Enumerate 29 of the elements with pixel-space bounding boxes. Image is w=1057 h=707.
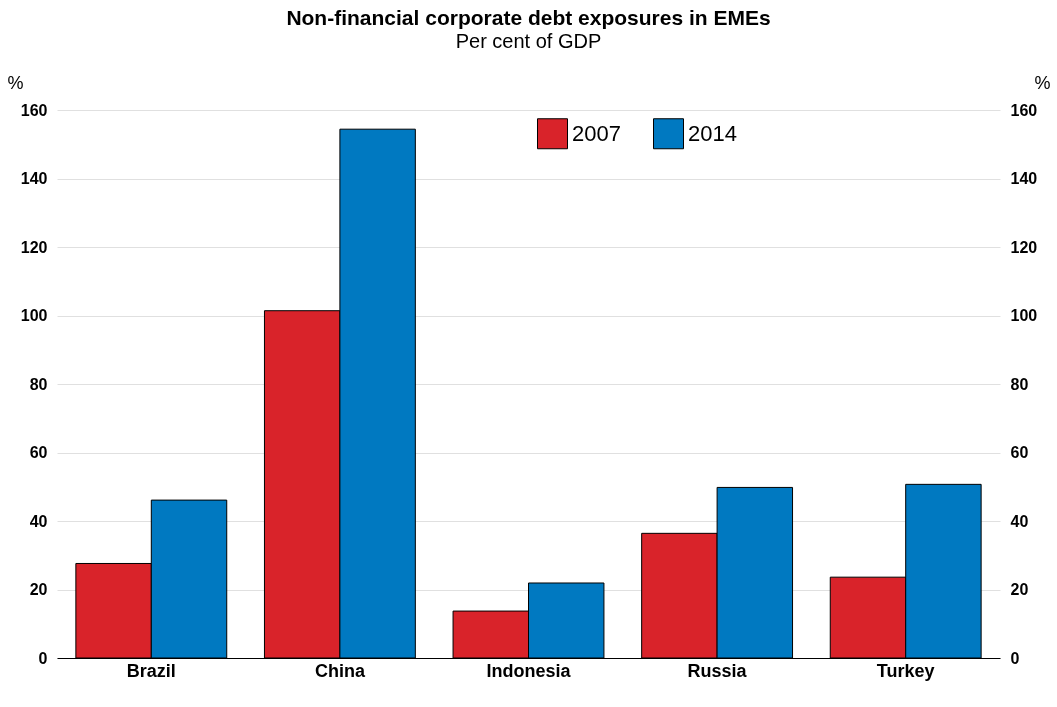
y2-axis-title: % — [1034, 72, 1051, 93]
y2-tick-label: 60 — [1010, 444, 1029, 461]
y-tick-label: 60 — [29, 444, 48, 461]
y-tick-label: 40 — [29, 512, 48, 530]
legend-label: 2007 — [572, 120, 621, 146]
x-tick-label: Turkey — [876, 660, 935, 681]
y2-tick-label: 120 — [1010, 238, 1038, 256]
y2-tick-label: 140 — [1010, 170, 1038, 187]
chart-subtitle: Per cent of GDP — [455, 30, 602, 52]
y-tick-label: 140 — [20, 170, 48, 187]
y-tick-label: 20 — [29, 581, 48, 598]
y2-tick-label: 80 — [1010, 375, 1029, 393]
y-tick-label: 80 — [29, 375, 48, 393]
x-tick-label: Indonesia — [486, 660, 572, 681]
y2-tick-label: 20 — [1010, 581, 1029, 598]
y2-tick-label: 0 — [1010, 649, 1020, 667]
y-tick-label: 0 — [38, 649, 48, 667]
y-tick-label: 120 — [20, 238, 48, 256]
y2-tick-label: 40 — [1010, 512, 1029, 530]
x-tick-label: Russia — [687, 660, 748, 681]
y2-tick-label: 160 — [1010, 101, 1038, 119]
y2-tick-label: 100 — [1010, 307, 1038, 324]
legend-label: 2014 — [688, 120, 737, 146]
y-tick-label: 100 — [20, 307, 48, 324]
y-tick-label: 160 — [20, 101, 48, 119]
x-tick-label: Brazil — [126, 660, 176, 681]
x-tick-label: China — [314, 660, 366, 681]
y-axis-title: % — [7, 72, 24, 93]
chart-title: Non-financial corporate debt exposures in EMEs — [286, 6, 771, 29]
